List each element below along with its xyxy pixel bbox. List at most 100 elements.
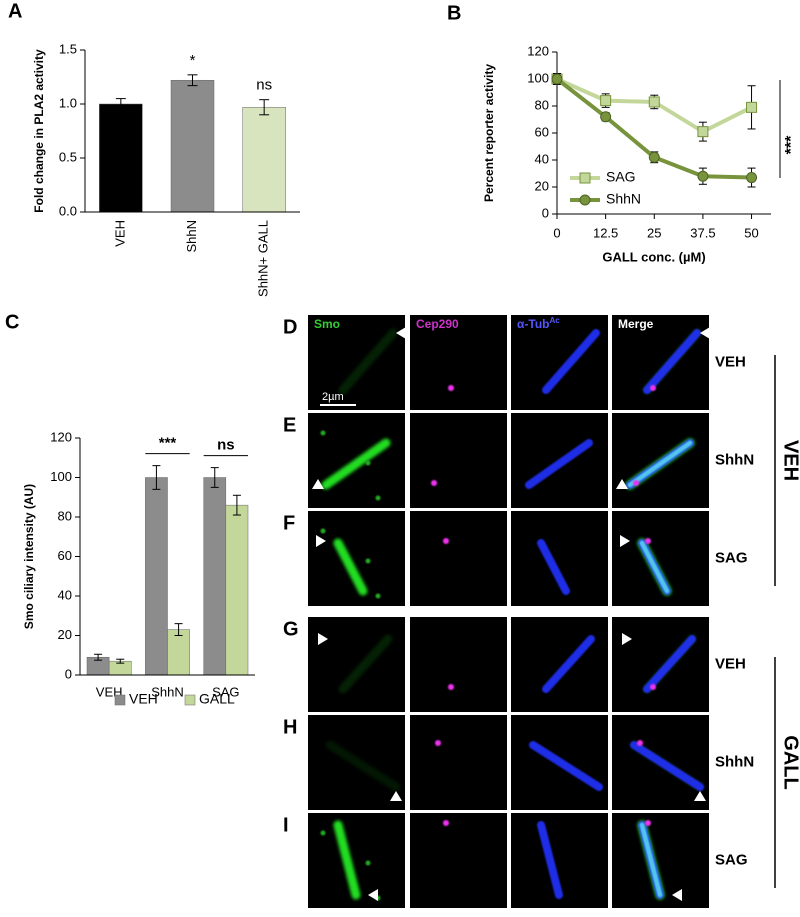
puncta	[375, 593, 381, 599]
y-tick-label: 1.0	[59, 95, 77, 110]
basal-body	[448, 684, 454, 690]
cilium	[643, 329, 701, 394]
micrograph-bg	[511, 315, 608, 410]
cilium	[542, 635, 595, 693]
x-tick-label: 50	[744, 225, 758, 240]
legend-marker	[579, 194, 591, 206]
arrowhead	[318, 633, 328, 645]
puncta	[365, 460, 371, 466]
cilium	[627, 440, 693, 488]
y-tick-label: 60	[58, 548, 72, 563]
panel-label: I	[283, 814, 289, 836]
puncta	[320, 528, 326, 534]
cilium	[639, 540, 670, 594]
y-tick-label: 0	[65, 666, 72, 681]
y-tick-label: 100	[50, 469, 72, 484]
micrograph-bg	[410, 617, 507, 712]
cilium	[333, 538, 368, 596]
panel-label: F	[283, 512, 295, 534]
cilium	[630, 741, 704, 791]
arrowhead	[694, 791, 706, 801]
y-axis-label: Fold change in PLA2 activity	[32, 49, 46, 213]
x-tick-label: SAG	[212, 684, 239, 699]
y-tick-label: 0	[542, 205, 549, 220]
y-tick-label: 0.0	[59, 203, 77, 218]
arrowhead	[396, 327, 406, 339]
marker	[551, 73, 563, 85]
condition-label: SAG	[715, 549, 748, 566]
group-label: GALL	[780, 735, 800, 789]
condition-label: SAG	[715, 851, 748, 868]
y-tick-label: 80	[58, 508, 72, 523]
micrograph	[511, 413, 608, 508]
bar	[225, 504, 249, 676]
channel-label: Merge	[618, 317, 654, 331]
error-bar	[115, 98, 126, 110]
basal-body	[645, 820, 651, 826]
micrograph-bg	[612, 617, 709, 712]
micrograph	[511, 715, 608, 810]
micrograph-bg	[410, 413, 507, 508]
arrowhead	[620, 535, 630, 547]
bar	[145, 477, 168, 676]
marker	[600, 95, 612, 107]
condition-label: VEH	[715, 353, 746, 370]
cilium	[529, 741, 603, 791]
micrograph-bg	[612, 315, 709, 410]
arrowhead	[622, 633, 632, 645]
legend-label: GALL	[199, 691, 235, 707]
cilium	[542, 329, 600, 394]
basal-body	[650, 684, 656, 690]
y-axis-label: Percent reporter activity	[482, 64, 496, 202]
cilium	[338, 328, 398, 395]
marker	[746, 101, 758, 113]
basal-body	[650, 385, 656, 391]
micrograph-bg	[410, 511, 507, 606]
error-bar	[116, 658, 125, 664]
micrograph	[308, 617, 405, 712]
legend-label: SAG	[606, 169, 636, 185]
channel-name: Merge	[618, 317, 654, 331]
channel-label: Smo	[314, 317, 340, 331]
micrograph	[511, 617, 608, 712]
condition-label: ShhN	[715, 451, 754, 468]
micrograph	[410, 813, 507, 908]
micrograph-bg	[410, 813, 507, 908]
y-tick-label: 120	[50, 429, 72, 444]
basal-body	[637, 740, 643, 746]
legend-label: ShhN	[606, 191, 641, 207]
panel-label: D	[283, 316, 297, 338]
marker	[697, 126, 709, 138]
bar	[203, 477, 227, 676]
micrograph	[511, 315, 608, 410]
error-bar	[187, 74, 198, 87]
micrograph-bg	[308, 315, 405, 410]
x-tick-label: VEH	[112, 220, 127, 247]
micrograph	[410, 617, 507, 712]
arrowhead	[672, 889, 682, 901]
y-tick-label: 40	[535, 151, 549, 166]
micrograph-bg	[308, 511, 405, 606]
condition-label: VEH	[715, 655, 746, 672]
micrograph-bg	[511, 511, 608, 606]
micrograph-bg	[612, 511, 709, 606]
legend-marker	[579, 172, 591, 184]
channel-label: Cep290	[416, 317, 459, 331]
condition-label: ShhN	[715, 753, 754, 770]
basal-body	[633, 480, 639, 486]
y-tick-label: 40	[58, 587, 72, 602]
x-tick-label: 12.5	[593, 225, 618, 240]
arrowhead	[700, 327, 710, 339]
error-bar	[259, 99, 270, 116]
micrograph	[511, 511, 608, 606]
micrograph-bg	[410, 315, 507, 410]
marker	[697, 170, 709, 182]
legend-label: VEH	[129, 691, 158, 707]
y-tick-label: 0.5	[59, 149, 77, 164]
puncta	[320, 830, 326, 836]
y-tick-label: 60	[535, 124, 549, 139]
panel-label: E	[283, 414, 296, 436]
channel-name: Cep290	[416, 317, 459, 331]
basal-body	[443, 538, 449, 544]
